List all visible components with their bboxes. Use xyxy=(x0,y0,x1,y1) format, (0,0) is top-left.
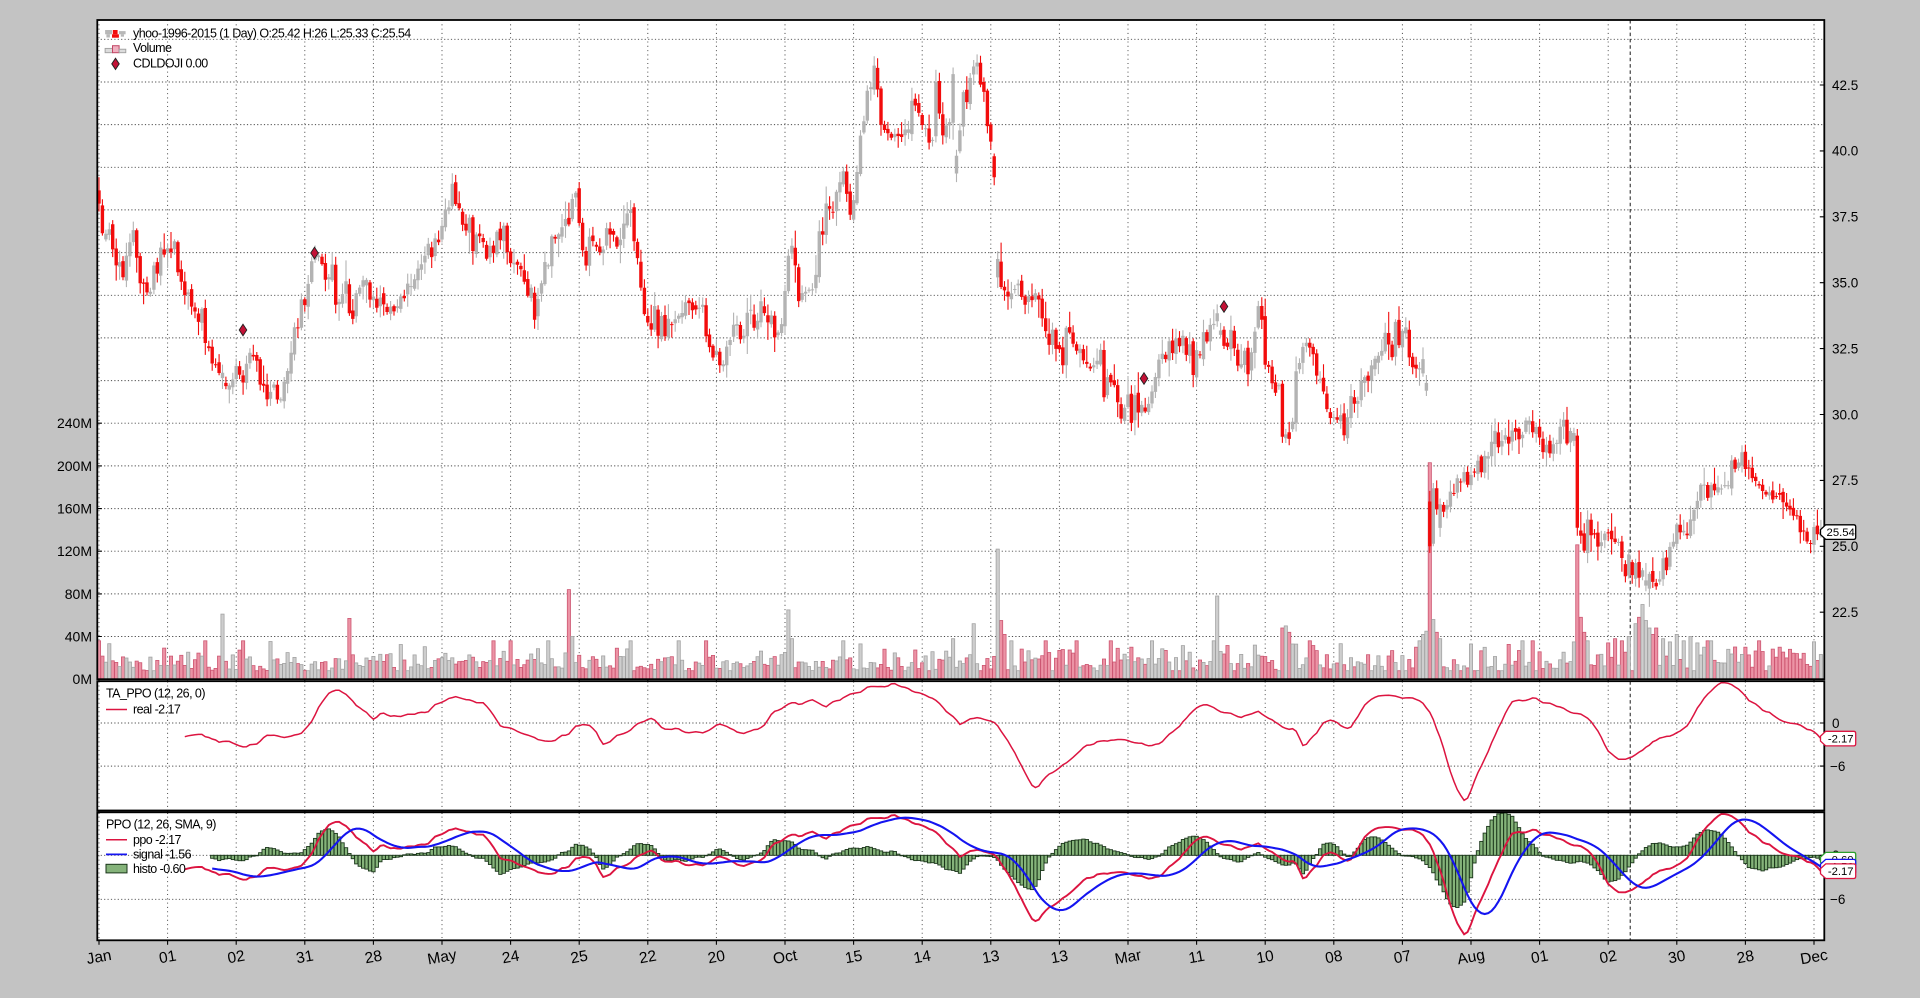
svg-text:24: 24 xyxy=(501,948,521,968)
svg-text:35.0: 35.0 xyxy=(1832,276,1858,291)
svg-text:−6: −6 xyxy=(1830,892,1845,907)
svg-text:27.5: 27.5 xyxy=(1832,473,1858,488)
svg-text:PPO (12, 26, SMA, 9): PPO (12, 26, SMA, 9) xyxy=(106,818,216,832)
svg-text:32.5: 32.5 xyxy=(1832,341,1858,356)
svg-text:25.54: 25.54 xyxy=(1827,527,1855,539)
svg-text:0M: 0M xyxy=(73,671,92,687)
svg-text:02: 02 xyxy=(226,948,246,968)
svg-text:120M: 120M xyxy=(57,543,92,559)
svg-text:200M: 200M xyxy=(57,458,92,474)
svg-text:-2.17: -2.17 xyxy=(1828,866,1854,878)
svg-text:160M: 160M xyxy=(57,501,92,517)
svg-text:yhoo-1996-2015 (1 Day) O:25.42: yhoo-1996-2015 (1 Day) O:25.42 H:26 L:25… xyxy=(133,26,411,40)
svg-text:TA_PPO (12, 26, 0): TA_PPO (12, 26, 0) xyxy=(106,687,205,701)
svg-text:real -2.17: real -2.17 xyxy=(133,703,181,717)
svg-text:14: 14 xyxy=(912,948,932,968)
svg-text:Aug: Aug xyxy=(1456,947,1486,969)
svg-text:Volume: Volume xyxy=(133,41,172,55)
svg-text:30.0: 30.0 xyxy=(1832,407,1858,422)
svg-text:13: 13 xyxy=(981,948,1001,968)
svg-text:histo -0.60: histo -0.60 xyxy=(133,862,186,876)
svg-text:240M: 240M xyxy=(57,415,92,431)
svg-text:Mar: Mar xyxy=(1113,947,1142,968)
svg-text:22: 22 xyxy=(638,948,658,968)
svg-text:25: 25 xyxy=(569,948,589,968)
svg-text:11: 11 xyxy=(1187,948,1206,968)
svg-text:28: 28 xyxy=(1736,948,1756,968)
svg-text:Jan: Jan xyxy=(85,947,113,968)
svg-text:08: 08 xyxy=(1324,948,1344,968)
svg-text:37.5: 37.5 xyxy=(1832,210,1858,225)
svg-text:28: 28 xyxy=(364,948,384,968)
svg-text:25.0: 25.0 xyxy=(1832,539,1858,554)
svg-text:22.5: 22.5 xyxy=(1832,605,1858,620)
svg-text:CDLDOJI 0.00: CDLDOJI 0.00 xyxy=(133,56,208,70)
svg-text:Oct: Oct xyxy=(772,947,799,968)
svg-text:01: 01 xyxy=(1530,948,1550,968)
svg-text:42.5: 42.5 xyxy=(1832,78,1858,93)
svg-text:0: 0 xyxy=(1832,716,1840,731)
svg-text:-2.17: -2.17 xyxy=(1828,733,1854,745)
svg-text:80M: 80M xyxy=(65,586,92,602)
svg-text:01: 01 xyxy=(158,948,178,968)
svg-text:15: 15 xyxy=(844,948,864,968)
svg-text:10: 10 xyxy=(1255,948,1275,968)
svg-text:20: 20 xyxy=(707,948,727,968)
svg-text:−6: −6 xyxy=(1830,759,1845,774)
svg-text:13: 13 xyxy=(1050,948,1070,968)
svg-text:May: May xyxy=(426,947,458,969)
svg-text:40M: 40M xyxy=(65,629,92,645)
svg-text:31: 31 xyxy=(295,948,315,968)
svg-text:40.0: 40.0 xyxy=(1832,144,1858,159)
svg-text:30: 30 xyxy=(1667,948,1687,968)
svg-text:ppo -2.17: ppo -2.17 xyxy=(133,833,181,847)
svg-text:07: 07 xyxy=(1393,948,1413,968)
svg-text:02: 02 xyxy=(1598,948,1618,968)
svg-text:Dec: Dec xyxy=(1799,947,1829,969)
svg-text:signal -1.56: signal -1.56 xyxy=(133,847,192,861)
